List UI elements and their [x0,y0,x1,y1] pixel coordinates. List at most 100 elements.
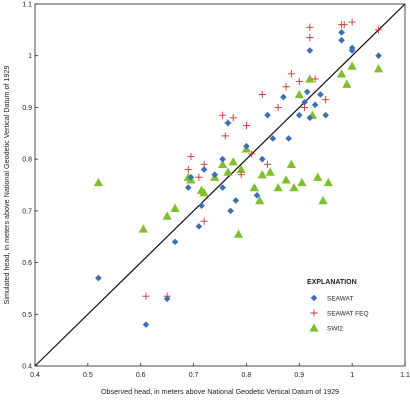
y-tick-label: 0.9 [22,105,32,112]
y-axis-ticks: 0.4 0.5 0.6 0.7 0.8 0.9 1 1.1 [22,2,38,371]
data-point [340,21,348,29]
series-seawat-feq [142,18,383,300]
data-point [282,83,290,91]
data-point [200,166,208,173]
data-point [232,197,240,204]
legend: EXPLANATION SEAWAT SEAWAT FEQ SWI2 [307,279,369,333]
data-point [348,18,356,26]
data-point [219,155,226,163]
data-point [242,121,251,130]
data-point [317,91,324,98]
data-point [336,69,347,78]
y-tick-label: 0.7 [22,208,32,215]
data-point [322,111,330,119]
data-point [285,135,293,142]
data-point [248,150,256,158]
legend-items: SEAWAT SEAWAT FEQ SWI2 [309,294,369,333]
data-point [187,173,195,181]
data-point [227,207,234,215]
data-point [255,195,265,205]
legend-label: SEAWAT FEQ [327,311,369,318]
data-point [269,135,277,142]
one-to-one-reference-line [34,3,406,367]
data-point [280,93,287,101]
data-point [295,77,303,86]
data-point [138,224,148,233]
data-point [323,177,333,187]
data-point [142,321,150,328]
data-point [184,165,192,174]
y-tick-label: 1 [28,53,32,60]
x-tick-label: 0.4 [30,372,40,379]
data-point [274,103,282,112]
data-point [233,229,244,238]
legend-marker-triangle-icon [309,323,319,332]
data-point [253,192,261,199]
data-point [249,182,259,192]
data-point [289,182,299,192]
data-point [187,152,195,161]
data-point [322,96,330,104]
data-point [265,167,275,176]
x-tick-label: 1.1 [400,372,410,379]
data-point [295,111,303,119]
data-point [95,274,102,282]
data-point [243,142,250,150]
data-point [342,79,352,88]
series-seawat [95,29,382,328]
data-point [258,90,266,99]
data-point [219,184,226,191]
data-point [306,34,314,42]
data-point [228,157,238,166]
data-point [236,164,246,174]
data-point [263,160,272,168]
y-tick-label: 0.5 [22,312,32,319]
data-point [218,159,228,168]
data-point [318,195,328,205]
data-point [303,88,311,96]
data-point [301,98,308,106]
legend-title: EXPLANATION [307,279,357,286]
data-point [374,26,383,34]
y-axis-title: Simulated head, in meters above National… [2,66,11,305]
x-tick-label: 1 [350,372,354,379]
data-point [163,295,171,303]
data-point [373,64,384,73]
legend-marker-diamond-icon [310,294,318,302]
data-point [306,23,314,31]
data-point [338,29,345,36]
data-point [195,223,203,230]
data-point [297,177,307,187]
x-tick-label: 0.8 [242,372,252,379]
x-axis-title: Observed head, in meters above National … [101,387,339,396]
data-point [184,184,192,191]
data-point [294,89,304,99]
data-point [347,61,357,70]
x-tick-label: 0.9 [294,372,304,379]
data-points [93,18,384,328]
x-axis-ticks: 0.4 0.5 0.6 0.7 0.8 0.9 1 1.1 [30,363,410,379]
legend-marker-plus-icon [310,309,318,317]
data-point [171,238,179,246]
data-point [306,114,314,122]
data-point [211,171,219,178]
data-point [224,119,232,127]
data-point [338,36,345,44]
data-point [162,211,172,220]
data-point [199,188,209,197]
data-point [198,202,205,209]
data-point [237,171,245,179]
data-point [306,47,314,54]
data-point [221,132,229,140]
data-point [348,44,356,52]
data-point [229,114,237,122]
y-tick-label: 0.8 [22,157,32,164]
y-tick-label: 1.1 [22,2,32,9]
data-point [200,217,208,225]
y-tick-label: 0.4 [22,364,32,371]
data-point [286,159,296,168]
data-point [287,70,295,78]
data-point [258,155,266,163]
x-tick-label: 0.6 [136,372,146,379]
